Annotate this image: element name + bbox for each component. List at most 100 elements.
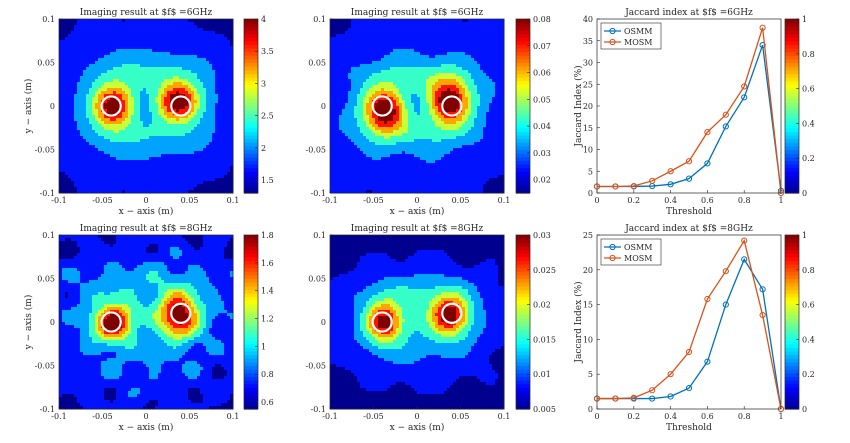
heatmap-cell [381,172,385,176]
heatmap-cell [155,127,159,131]
heatmap-cell [354,109,358,113]
heatmap-cell [357,100,361,104]
heatmap-cell [155,151,159,155]
heatmap-cell [173,163,177,167]
heatmap-cell [77,88,81,92]
heatmap-cell [215,106,219,110]
heatmap-cell [119,154,123,158]
heatmap-cell [390,55,394,59]
heatmap-cell [95,67,99,71]
heatmap-cell [167,76,171,80]
heatmap-cell [110,109,114,113]
heatmap-cell [134,178,138,182]
heatmap-cell [131,154,135,158]
heatmap-cell [116,154,120,158]
heatmap-cell [396,175,400,179]
heatmap-cell [203,181,207,185]
heatmap-cell [224,106,228,110]
heatmap-cell [384,175,388,179]
heatmap-cell [152,118,156,122]
heatmap-cell [86,61,90,65]
heatmap-cell [149,46,153,50]
heatmap-cell [170,169,174,173]
heatmap-cell [119,157,123,161]
heatmap-cell [95,31,99,35]
heatmap-cell [176,55,180,59]
heatmap-cell [348,121,352,125]
heatmap-cell [227,190,231,194]
heatmap-cell [351,163,355,167]
heatmap-cell [158,142,162,146]
heatmap-cell [200,28,204,32]
heatmap-cell [408,73,412,77]
heatmap-cell [164,100,168,104]
heatmap-cell [369,97,373,101]
heatmap-cell [354,43,358,47]
heatmap-cell [375,79,379,83]
heatmap-cell [408,106,412,110]
heatmap-cell [224,166,228,170]
heatmap-cell [137,94,141,98]
heatmap-cell [188,166,192,170]
heatmap-cell [101,160,105,164]
heatmap-cell [224,109,228,113]
heatmap-cell [381,115,385,119]
heatmap-cell [203,145,207,149]
heatmap-cell [128,148,132,152]
heatmap-cell [209,124,213,128]
heatmap-cell [203,64,207,68]
heatmap-cell [107,79,111,83]
heatmap-cell [74,31,78,35]
heatmap-cell [197,187,201,191]
heatmap-cell [348,103,352,107]
heatmap-cell [155,85,159,89]
heatmap-cell [384,121,388,125]
heatmap-cell [167,109,171,113]
heatmap-cell [143,121,147,125]
heatmap-cell [209,169,213,173]
heatmap-cell [333,46,337,50]
heatmap-cell [155,22,159,26]
heatmap-cell [95,103,99,107]
heatmap-cell [155,184,159,188]
heatmap-cell [399,67,403,71]
heatmap-cell [345,139,349,143]
heatmap-cell [188,139,192,143]
heatmap-cell [197,43,201,47]
heatmap-cell [83,184,87,188]
heatmap-cell [137,31,141,35]
heatmap-cell [116,157,120,161]
heatmap-cell [68,49,72,53]
heatmap-cell [104,178,108,182]
heatmap-cell [137,64,141,68]
heatmap-cell [206,112,210,116]
heatmap-cell [59,169,63,173]
heatmap-cell [62,163,66,167]
heatmap-cell [209,166,213,170]
heatmap-cell [218,67,222,71]
heatmap-cell [101,169,105,173]
heatmap-cell [92,106,96,110]
heatmap-cell [366,22,370,26]
heatmap-cell [336,133,340,137]
heatmap-cell [107,91,111,95]
heatmap-cell [173,52,177,56]
heatmap-cell [227,100,231,104]
heatmap-cell [170,115,174,119]
heatmap-cell [98,109,102,113]
heatmap-cell [209,19,213,23]
heatmap-cell [92,55,96,59]
heatmap-cell [342,178,346,182]
heatmap-cell [354,97,358,101]
heatmap-cell [333,190,337,194]
heatmap-cell [65,31,69,35]
heatmap-cell [86,133,90,137]
heatmap-cell [197,166,201,170]
heatmap-cell [402,61,406,65]
heatmap-cell [345,55,349,59]
heatmap-cell [131,139,135,143]
heatmap-cell [149,37,153,41]
heatmap-cell [393,73,397,77]
heatmap-cell [218,169,222,173]
heatmap-cell [369,181,373,185]
